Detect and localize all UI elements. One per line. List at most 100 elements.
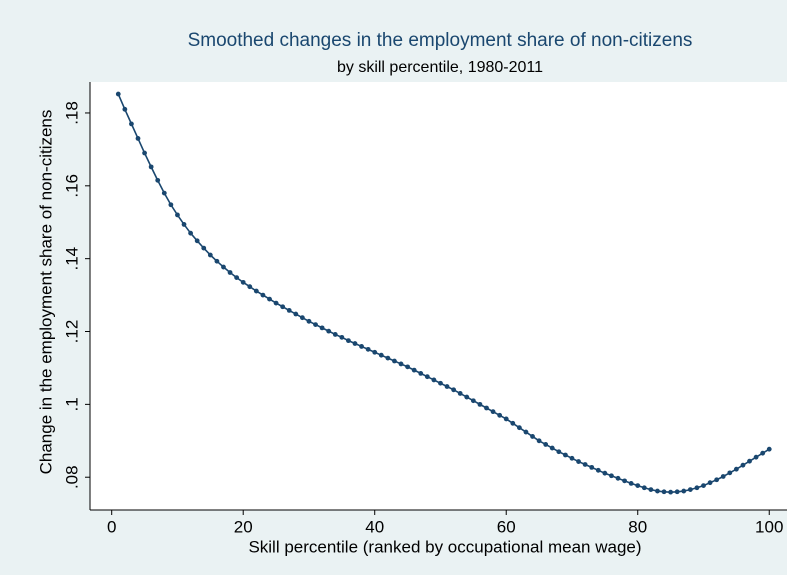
data-point bbox=[707, 480, 713, 486]
data-point bbox=[543, 442, 549, 447]
data-line bbox=[117, 93, 770, 493]
y-tick-label: .08 bbox=[62, 465, 81, 489]
data-point bbox=[194, 238, 200, 244]
chart-title: Smoothed changes in the employment share… bbox=[188, 30, 693, 51]
data-point bbox=[201, 245, 207, 251]
x-axis-title: Skill percentile (ranked by occupational… bbox=[248, 537, 641, 556]
data-point bbox=[326, 328, 332, 334]
data-point bbox=[464, 394, 470, 400]
x-tick-label: 60 bbox=[497, 517, 516, 536]
data-point bbox=[378, 352, 384, 358]
data-point bbox=[161, 190, 167, 196]
data-point bbox=[595, 467, 601, 473]
data-point bbox=[510, 420, 516, 426]
data-point bbox=[536, 438, 542, 444]
data-point bbox=[372, 349, 378, 355]
data-point bbox=[701, 483, 706, 488]
data-point bbox=[175, 212, 180, 218]
data-point bbox=[609, 473, 614, 479]
data-point bbox=[424, 374, 430, 380]
data-point bbox=[122, 106, 128, 112]
data-point bbox=[622, 478, 627, 484]
data-point bbox=[346, 338, 351, 344]
data-point bbox=[398, 361, 404, 367]
data-point bbox=[727, 470, 733, 476]
data-point bbox=[405, 364, 410, 370]
data-point bbox=[188, 230, 194, 236]
data-point bbox=[418, 371, 424, 376]
data-point bbox=[497, 412, 503, 418]
data-point bbox=[411, 367, 417, 373]
data-point bbox=[661, 489, 667, 495]
x-tick-label: 40 bbox=[365, 517, 384, 536]
data-point bbox=[352, 341, 358, 346]
data-point bbox=[655, 488, 660, 494]
data-point bbox=[582, 462, 588, 467]
data-point bbox=[602, 470, 608, 476]
data-point bbox=[240, 279, 246, 285]
y-tick-label: .1 bbox=[62, 397, 81, 411]
data-point bbox=[306, 318, 312, 324]
data-point bbox=[530, 434, 535, 439]
data-point bbox=[569, 455, 575, 461]
data-point bbox=[332, 332, 338, 337]
data-point bbox=[681, 488, 687, 494]
data-point bbox=[227, 270, 233, 275]
data-point bbox=[576, 459, 581, 464]
data-point bbox=[438, 380, 443, 386]
data-point bbox=[523, 429, 529, 435]
data-point bbox=[142, 150, 147, 156]
data-point bbox=[635, 483, 641, 488]
data-point bbox=[760, 450, 766, 456]
data-point bbox=[234, 275, 240, 281]
data-point bbox=[385, 355, 391, 361]
data-point bbox=[503, 416, 509, 422]
data-point bbox=[648, 487, 654, 493]
data-point bbox=[267, 296, 272, 302]
data-point bbox=[339, 334, 345, 340]
data-point bbox=[359, 344, 364, 349]
data-point bbox=[733, 466, 739, 472]
y-tick-label: .16 bbox=[62, 174, 81, 198]
data-point bbox=[135, 136, 141, 141]
y-tick-label: .12 bbox=[62, 320, 81, 344]
data-point bbox=[214, 258, 220, 264]
data-point bbox=[115, 91, 121, 97]
plot-area bbox=[90, 82, 787, 510]
data-point bbox=[319, 325, 325, 331]
x-tick-label: 20 bbox=[234, 517, 253, 536]
data-point bbox=[457, 391, 463, 396]
data-point bbox=[365, 346, 371, 352]
data-point bbox=[516, 425, 522, 431]
data-point bbox=[687, 487, 693, 493]
data-point bbox=[155, 177, 161, 183]
data-point bbox=[674, 489, 680, 495]
data-point bbox=[181, 222, 187, 227]
data-point bbox=[470, 398, 476, 404]
data-point bbox=[207, 252, 213, 258]
data-point bbox=[720, 474, 726, 479]
y-tick-label: .18 bbox=[62, 101, 81, 125]
x-tick-label: 80 bbox=[628, 517, 647, 536]
data-point bbox=[747, 458, 752, 464]
data-point bbox=[714, 477, 720, 483]
data-point bbox=[549, 445, 555, 451]
data-point bbox=[280, 304, 286, 310]
data-point bbox=[641, 485, 647, 491]
y-tick-label: .14 bbox=[62, 247, 81, 271]
data-point bbox=[273, 300, 279, 306]
x-tick-label: 0 bbox=[107, 517, 116, 536]
x-tick-label: 100 bbox=[755, 517, 783, 536]
chart-subtitle: by skill percentile, 1980-2011 bbox=[337, 59, 543, 76]
data-point bbox=[129, 121, 134, 127]
data-point bbox=[451, 387, 457, 393]
data-point bbox=[589, 464, 595, 470]
data-point bbox=[260, 292, 266, 298]
data-point bbox=[253, 288, 259, 294]
data-point bbox=[247, 284, 253, 290]
data-point bbox=[299, 315, 305, 321]
data-point bbox=[615, 475, 621, 481]
data-point bbox=[484, 405, 489, 411]
